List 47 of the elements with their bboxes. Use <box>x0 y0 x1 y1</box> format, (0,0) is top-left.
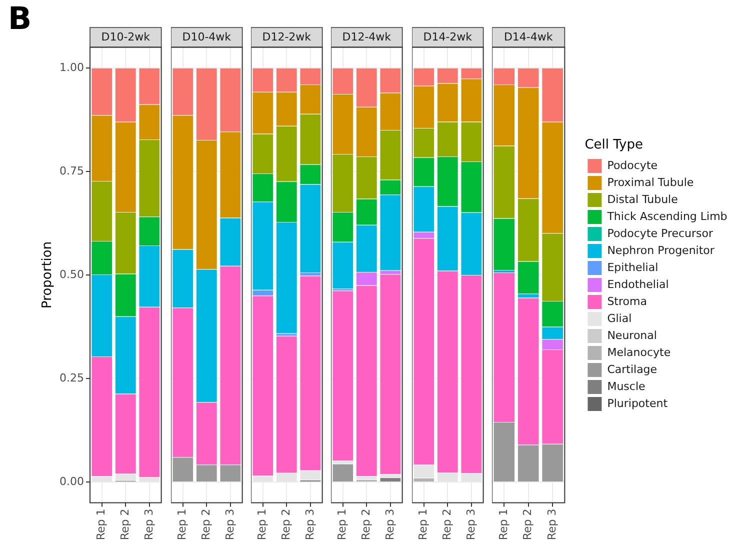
legend-label: Podocyte <box>607 158 658 172</box>
x-tick-label: Rep 1 <box>416 508 430 540</box>
legend-label: Stroma <box>607 294 648 308</box>
legend-label: Neuronal <box>607 328 657 342</box>
legend-label: Epithelial <box>607 260 658 274</box>
y-tick-label: 0.75 <box>60 164 84 178</box>
y-tick-label: 0.00 <box>60 474 84 488</box>
legend-label: Muscle <box>607 380 646 393</box>
y-tick-label: 1.00 <box>60 60 84 74</box>
legend-label: Thick Ascending Limb <box>606 210 728 223</box>
legend-label: Distal Tubule <box>607 192 678 206</box>
y-tick-label: 0.25 <box>60 371 84 384</box>
x-tick-label: Rep 1 <box>175 508 188 540</box>
x-tick-label: Rep 3 <box>222 508 236 540</box>
chart-title: D12-4wk <box>342 30 392 44</box>
x-tick-label: Rep 2 <box>440 508 454 540</box>
x-tick-label: Rep 1 <box>95 508 108 540</box>
legend-label: Nephron Progenitor <box>607 244 715 257</box>
chart-title: D10-4wk <box>182 30 232 44</box>
x-tick-label: Rep 2 <box>360 508 373 540</box>
y-tick-label: 0.50 <box>60 268 84 281</box>
x-tick-label: Rep 1 <box>497 508 510 540</box>
chart-title: D12-2wk <box>262 30 312 44</box>
x-tick-label: Rep 3 <box>384 508 397 540</box>
x-tick-label: Rep 3 <box>142 508 156 540</box>
y-axis-title: Proportion <box>40 241 56 308</box>
x-tick-label: Rep 2 <box>521 508 534 540</box>
x-tick-label: Rep 2 <box>199 508 212 540</box>
chart-title: D14-2wk <box>422 30 472 44</box>
legend-title: Cell Type <box>584 137 644 152</box>
legend-label: Cartilage <box>607 362 658 376</box>
legend-label: Proximal Tubule <box>607 176 694 189</box>
text: B <box>8 1 32 37</box>
chart-title: D10-2wk <box>102 30 151 44</box>
legend-label: Melanocyte <box>607 346 671 359</box>
x-tick-label: Rep 3 <box>464 508 477 540</box>
chart-title: D14-4wk <box>504 30 554 44</box>
x-tick-label: Rep 1 <box>336 508 350 540</box>
x-tick-label: Rep 2 <box>118 508 132 540</box>
x-tick-label: Rep 3 <box>545 508 558 540</box>
legend-label: Podocyte Precursor <box>607 226 714 240</box>
legend-label: Glial <box>607 312 632 325</box>
legend-label: Endothelial <box>607 278 669 291</box>
x-tick-label: Rep 3 <box>303 508 316 540</box>
legend-label: Pluripotent <box>607 396 668 410</box>
x-tick-label: Rep 2 <box>280 508 293 540</box>
x-tick-label: Rep 1 <box>256 508 269 540</box>
